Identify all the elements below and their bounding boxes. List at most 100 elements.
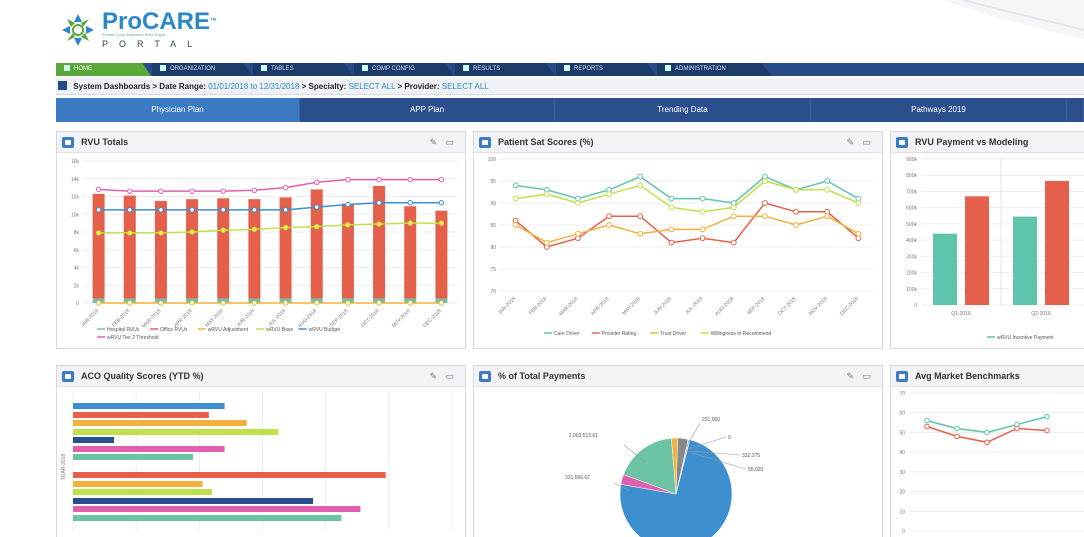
series-point bbox=[251, 187, 258, 193]
table-icon bbox=[261, 65, 267, 72]
crumb-specialty-value[interactable]: SELECT ALL bbox=[348, 82, 396, 91]
series-point bbox=[606, 222, 612, 228]
x-tick-label: OCT-2018 bbox=[777, 296, 798, 317]
pie-leader-line bbox=[691, 452, 747, 470]
series-point bbox=[824, 178, 831, 184]
series-point bbox=[512, 222, 519, 228]
y-tick-label: 0 bbox=[76, 301, 79, 307]
y-tick-label: 600k bbox=[906, 206, 917, 212]
series-point bbox=[158, 300, 164, 306]
y-tick-label: 2k bbox=[74, 283, 80, 289]
x-tick-label: DEC-2018 bbox=[422, 308, 443, 329]
panel-icon bbox=[896, 137, 908, 148]
series-point bbox=[668, 226, 675, 233]
home-icon bbox=[64, 65, 70, 72]
panel-tools-icons[interactable]: ✎ ▭ bbox=[846, 137, 874, 147]
x-tick-label: JAN-2018 bbox=[497, 296, 517, 316]
series-point bbox=[1014, 425, 1020, 432]
y-tick-label: 95 bbox=[490, 179, 496, 185]
series-point bbox=[438, 220, 445, 226]
crumb-provider-value[interactable]: SELECT ALL bbox=[441, 82, 489, 91]
series-point bbox=[606, 191, 612, 198]
panel-title: Avg Market Benchmarks bbox=[915, 371, 1020, 381]
pie-label: 2,003,513.61 bbox=[569, 433, 598, 439]
series-point bbox=[376, 221, 382, 227]
y-tick-label: 14k bbox=[71, 177, 80, 183]
panel-tools-icons[interactable]: ✎ ▭ bbox=[846, 371, 874, 381]
y-tick-label: 0 bbox=[914, 303, 917, 309]
tab-app-plan[interactable]: APP Plan bbox=[300, 98, 555, 122]
x-tick-label: MAY-2018 bbox=[621, 296, 642, 317]
payment-bar bbox=[933, 233, 957, 305]
series-point bbox=[637, 182, 644, 189]
y-tick-label: 70 bbox=[490, 289, 496, 295]
legend-label: wRVU Adjustment bbox=[208, 327, 249, 333]
aco-bar bbox=[73, 454, 194, 460]
pie-label: 55,020 bbox=[748, 467, 764, 473]
x-tick-label: JUL-2018 bbox=[267, 308, 287, 328]
legend-label: wRVU Budget bbox=[309, 327, 341, 333]
panel-title: RVU Totals bbox=[81, 137, 129, 147]
nav-tab-results[interactable]: RESULTS bbox=[455, 63, 555, 76]
y-tick-label: 10k bbox=[71, 212, 80, 218]
panel-tools-icons[interactable]: ✎ ▭ bbox=[429, 137, 457, 147]
panel-icon bbox=[479, 371, 491, 382]
series-point bbox=[984, 439, 990, 446]
series-point bbox=[407, 200, 413, 206]
series-point bbox=[282, 184, 289, 191]
office-rvu-bar bbox=[279, 197, 292, 299]
series-line bbox=[98, 222, 442, 234]
crumb-date-value[interactable]: 01/01/2018 to 12/31/2018 bbox=[208, 82, 300, 91]
tab-overflow[interactable] bbox=[1067, 98, 1084, 122]
nav-label: HOME bbox=[74, 66, 92, 72]
series-point bbox=[793, 186, 799, 193]
payment-bar bbox=[1045, 180, 1069, 305]
series-point bbox=[824, 186, 831, 193]
tab-trending-data[interactable]: Trending Data bbox=[555, 98, 811, 122]
series-point bbox=[762, 213, 768, 220]
pie-leader-line bbox=[689, 450, 741, 456]
nav-tab-tables[interactable]: TABLES bbox=[253, 63, 353, 76]
series-point bbox=[251, 207, 258, 213]
y-tick-label: 800k bbox=[906, 173, 917, 179]
series-point bbox=[699, 226, 706, 233]
series-point bbox=[251, 226, 258, 233]
series-point bbox=[984, 429, 990, 436]
x-tick-label: MAR-2018 bbox=[558, 296, 579, 317]
brand-portal: PORTAL bbox=[102, 38, 204, 49]
tab-pathways-2019[interactable]: Pathways 2019 bbox=[811, 98, 1067, 122]
series-point bbox=[158, 207, 164, 213]
series-point bbox=[189, 207, 195, 213]
series-point bbox=[95, 300, 102, 306]
nav-tab-organization[interactable]: ORGANIZATION bbox=[152, 63, 252, 76]
panel-tools-icons[interactable]: ✎ ▭ bbox=[429, 371, 457, 381]
series-point bbox=[575, 200, 581, 206]
aco-bar bbox=[73, 437, 115, 443]
list-icon bbox=[463, 65, 469, 72]
rvu-payment-chart: 0 100k 200k 300k 400k 500k 600k 700k 800k 900k Q1-… bbox=[906, 157, 1084, 341]
nav-tab-reports[interactable]: REPORTS bbox=[556, 63, 656, 76]
nav-tab-administration[interactable]: ADMINISTRATION bbox=[657, 63, 772, 76]
series-point bbox=[637, 213, 644, 220]
series-point bbox=[189, 300, 195, 306]
procare-logo[interactable]: ProCARE™ Provider Comp Automation Rules … bbox=[60, 8, 217, 52]
x-tick-label: MAY-2018 bbox=[204, 308, 225, 329]
series-point bbox=[314, 223, 320, 230]
y-tick-label: 90 bbox=[490, 201, 496, 207]
series-point bbox=[220, 207, 226, 213]
series-point bbox=[1044, 427, 1050, 434]
nav-tab-comp-config[interactable]: COMP CONFIG bbox=[354, 63, 454, 76]
x-tick-label: Q1-2018 bbox=[951, 311, 971, 317]
x-tick-label: FEB-2018 bbox=[528, 296, 548, 316]
nav-tab-home[interactable]: HOME bbox=[56, 63, 151, 76]
panel-market-benchmarks: Avg Market Benchmarks 0 10 20 30 40 50 60 70 bbox=[890, 365, 1084, 537]
y-tick-label: 30 bbox=[899, 470, 905, 476]
series-point bbox=[575, 230, 581, 237]
series-point bbox=[95, 230, 102, 236]
series-point bbox=[855, 230, 862, 237]
y-tick-label: 85 bbox=[490, 223, 496, 229]
dashboard-icon bbox=[58, 81, 67, 90]
y-tick-label: 300k bbox=[906, 254, 917, 260]
tab-physician-plan[interactable]: Physician Plan bbox=[56, 98, 300, 122]
series-point bbox=[345, 222, 351, 228]
